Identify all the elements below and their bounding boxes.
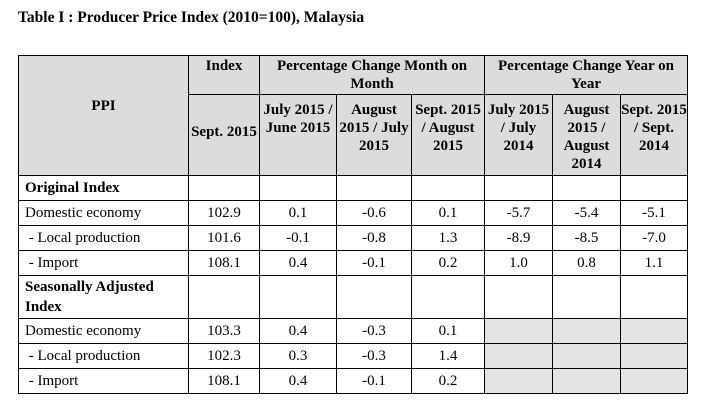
section-label: Seasonally Adjusted Index	[18, 275, 189, 319]
value-cell: -5.1	[620, 200, 688, 226]
empty-cell	[484, 275, 553, 319]
subheader: Sept. 2015	[188, 94, 260, 176]
value-cell: 0.4	[259, 318, 337, 344]
empty-cell	[188, 275, 260, 319]
value-cell: 0.1	[259, 200, 337, 226]
table-row: - Local production 102.3 0.3 -0.3 1.4	[18, 343, 688, 369]
value-cell: 1.3	[411, 225, 485, 251]
subheader: July 2015 / July 2014	[484, 94, 553, 176]
table-row: Domestic economy 103.3 0.4 -0.3 0.1	[18, 318, 688, 344]
empty-cell	[484, 175, 553, 201]
value-cell: -8.5	[552, 225, 621, 251]
value-cell: 1.0	[484, 250, 553, 276]
table-row: - Local production 101.6 -0.1 -0.8 1.3 -8.9 -8…	[18, 225, 688, 251]
value-cell: 108.1	[188, 368, 260, 394]
value-cell: -8.9	[484, 225, 553, 251]
value-cell	[552, 343, 621, 369]
section-label: Original Index	[18, 175, 189, 201]
row-label: - Import	[18, 368, 189, 394]
value-cell: -5.4	[552, 200, 621, 226]
subheader: Sept. 2015 / August 2015	[411, 94, 485, 176]
table-row: Domestic economy 102.9 0.1 -0.6 0.1 -5.7 -5.4-…	[18, 200, 688, 226]
empty-cell	[411, 175, 485, 201]
value-cell: 0.4	[259, 250, 337, 276]
value-cell: 0.8	[552, 250, 621, 276]
section-row: Original Index	[18, 175, 688, 201]
value-cell	[620, 318, 688, 344]
table-row: - Import 108.1 0.4 -0.1 0.2 1.0 0.8 1.1	[18, 250, 688, 276]
value-cell: -5.7	[484, 200, 553, 226]
row-label: - Local production	[18, 343, 189, 369]
value-cell: 103.3	[188, 318, 260, 344]
empty-cell	[188, 175, 260, 201]
empty-cell	[259, 275, 337, 319]
value-cell: 102.3	[188, 343, 260, 369]
yoy-header: Percentage Change Year on Year	[484, 55, 688, 95]
empty-cell	[552, 275, 621, 319]
subheader: Sept. 2015 / Sept. 2014	[620, 94, 688, 176]
empty-cell	[620, 275, 688, 319]
value-cell	[620, 368, 688, 394]
empty-cell	[336, 275, 412, 319]
value-cell	[484, 368, 553, 394]
section-row: Seasonally Adjusted Index	[18, 275, 688, 319]
value-cell: -7.0	[620, 225, 688, 251]
subheader: August 2015 / July 2015	[336, 94, 412, 176]
value-cell: -0.8	[336, 225, 412, 251]
value-cell: -0.1	[336, 250, 412, 276]
value-cell: 108.1	[188, 250, 260, 276]
value-cell: 0.2	[411, 368, 485, 394]
subheader: July 2015 / June 2015	[259, 94, 337, 176]
table-title: Table I : Producer Price Index (2010=100…	[18, 9, 365, 26]
row-label: Domestic economy	[18, 318, 189, 344]
empty-cell	[336, 175, 412, 201]
value-cell: -0.3	[336, 318, 412, 344]
subheader: August 2015 / August 2014	[552, 94, 621, 176]
table-row: - Import 108.1 0.4 -0.1 0.2	[18, 368, 688, 394]
empty-cell	[411, 275, 485, 319]
value-cell	[484, 343, 553, 369]
ppi-header: PPI	[18, 55, 189, 176]
value-cell	[552, 368, 621, 394]
value-cell: 0.3	[259, 343, 337, 369]
mom-header: Percentage Change Month on Month	[259, 55, 485, 95]
table-body: Original Index Domestic economy 102.9 0.1 -0…	[18, 175, 688, 394]
value-cell: 1.4	[411, 343, 485, 369]
value-cell: 0.1	[411, 200, 485, 226]
index-header: Index	[188, 55, 260, 95]
value-cell	[620, 343, 688, 369]
row-label: Domestic economy	[18, 200, 189, 226]
value-cell: -0.6	[336, 200, 412, 226]
value-cell: 102.9	[188, 200, 260, 226]
empty-cell	[620, 175, 688, 201]
value-cell: -0.3	[336, 343, 412, 369]
ppi-table: PPI Index Percentage Change Month on Mon…	[18, 55, 688, 394]
empty-cell	[259, 175, 337, 201]
empty-cell	[552, 175, 621, 201]
value-cell	[484, 318, 553, 344]
value-cell: 0.4	[259, 368, 337, 394]
value-cell: 1.1	[620, 250, 688, 276]
value-cell: -0.1	[336, 368, 412, 394]
value-cell: -0.1	[259, 225, 337, 251]
value-cell: 0.2	[411, 250, 485, 276]
value-cell: 101.6	[188, 225, 260, 251]
row-label: - Import	[18, 250, 189, 276]
row-label: - Local production	[18, 225, 189, 251]
value-cell	[552, 318, 621, 344]
value-cell: 0.1	[411, 318, 485, 344]
